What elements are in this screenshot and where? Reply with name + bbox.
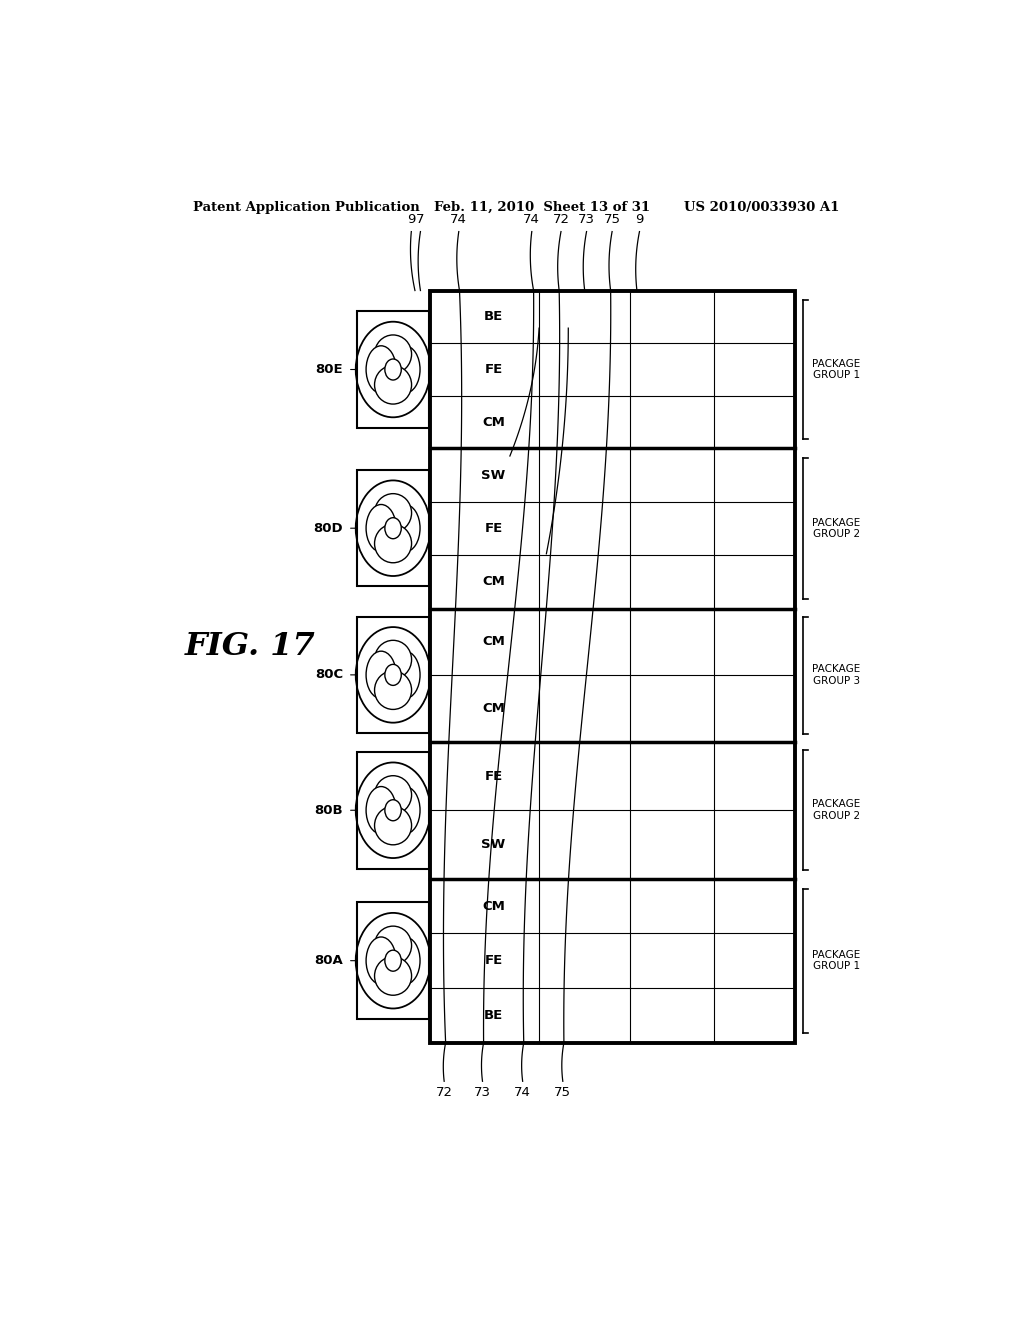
Ellipse shape [366,346,396,393]
Text: 75: 75 [603,214,621,227]
Text: BE: BE [483,1008,503,1022]
Text: 73: 73 [578,214,595,227]
Ellipse shape [375,957,412,995]
Text: PACKAGE
GROUP 2: PACKAGE GROUP 2 [812,517,860,540]
Text: FE: FE [484,523,503,535]
Bar [357,616,429,733]
Text: 7: 7 [416,214,425,227]
Bar [357,312,429,428]
Text: CM: CM [482,576,505,589]
Circle shape [385,664,401,685]
Text: 72: 72 [435,1086,453,1100]
Ellipse shape [390,504,420,552]
Text: PACKAGE
GROUP 2: PACKAGE GROUP 2 [812,800,860,821]
Text: 74: 74 [451,214,467,227]
Ellipse shape [390,787,420,834]
Text: CM: CM [482,416,505,429]
Bar [357,470,429,586]
Text: 74: 74 [514,1086,531,1100]
Text: 72: 72 [553,214,569,227]
Ellipse shape [366,787,396,834]
Ellipse shape [366,651,396,698]
Ellipse shape [375,335,412,374]
Ellipse shape [375,366,412,404]
Circle shape [385,950,401,972]
Bar [430,290,795,449]
Bar [430,449,795,609]
Ellipse shape [375,640,412,678]
Text: 80B: 80B [314,804,343,817]
Text: 9: 9 [408,214,416,227]
Bar [430,290,795,1043]
Text: Feb. 11, 2010  Sheet 13 of 31: Feb. 11, 2010 Sheet 13 of 31 [433,201,649,214]
Circle shape [385,359,401,380]
Text: BE: BE [483,310,503,323]
Text: SW: SW [481,838,506,851]
Bar [357,903,429,1019]
Circle shape [385,517,401,539]
Ellipse shape [366,504,396,552]
Text: FE: FE [484,770,503,783]
Text: 74: 74 [523,214,541,227]
Text: 9: 9 [635,214,644,227]
Ellipse shape [375,927,412,965]
Circle shape [385,800,401,821]
Text: CM: CM [482,702,505,715]
Text: PACKAGE
GROUP 1: PACKAGE GROUP 1 [812,950,860,972]
Text: CM: CM [482,899,505,912]
Text: 73: 73 [474,1086,490,1100]
Text: FE: FE [484,954,503,968]
Text: Patent Application Publication: Patent Application Publication [194,201,420,214]
Bar [357,752,429,869]
Text: PACKAGE
GROUP 1: PACKAGE GROUP 1 [812,359,860,380]
Bar [430,742,795,879]
Ellipse shape [375,524,412,562]
Ellipse shape [390,651,420,698]
Text: PACKAGE
GROUP 3: PACKAGE GROUP 3 [812,664,860,686]
Text: CM: CM [482,635,505,648]
Bar [430,609,795,742]
Ellipse shape [366,937,396,985]
Text: FE: FE [484,363,503,376]
Text: FIG. 17: FIG. 17 [185,631,315,661]
Text: SW: SW [481,469,506,482]
Text: 80D: 80D [313,521,343,535]
Text: 75: 75 [554,1086,571,1100]
Text: US 2010/0033930 A1: US 2010/0033930 A1 [684,201,839,214]
Ellipse shape [375,776,412,814]
Ellipse shape [390,937,420,985]
Ellipse shape [375,671,412,709]
Bar [430,879,795,1043]
Text: 80E: 80E [315,363,343,376]
Ellipse shape [375,807,412,845]
Ellipse shape [375,494,412,532]
Text: 80C: 80C [315,668,343,681]
Text: 80A: 80A [314,954,343,968]
Ellipse shape [390,346,420,393]
